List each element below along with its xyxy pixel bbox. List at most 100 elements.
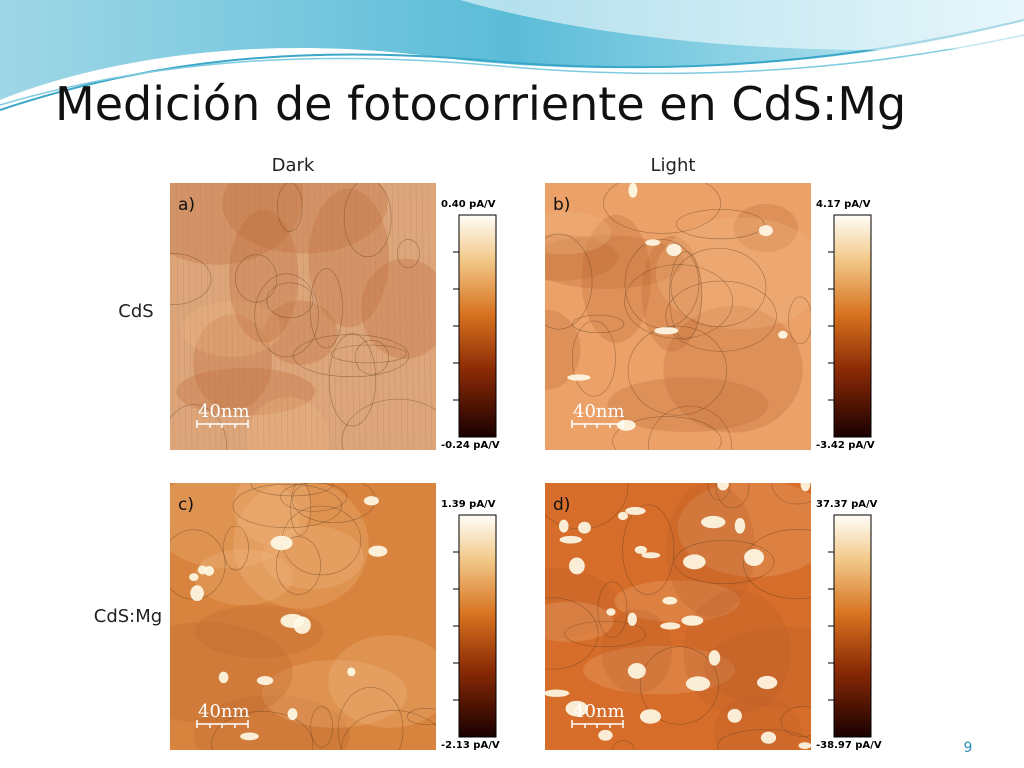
contour [622,504,675,595]
contour [396,239,420,269]
afm-image [545,483,811,750]
bright-spot [701,515,726,529]
bright-spot [565,700,589,717]
stripe [391,183,397,450]
stripe [235,183,241,450]
contour [277,183,303,232]
panel-label: c) [178,495,194,515]
image-base [170,183,436,450]
colorbar-min: -3.42 pA/V [816,440,875,451]
stripe [301,183,307,450]
contour [232,483,343,529]
stripe [331,183,337,450]
stripe [247,183,253,450]
bright-spot [569,557,585,575]
panel-label: a) [178,195,195,215]
contour [717,729,811,750]
stripe [217,183,223,450]
bright-spot [240,732,259,741]
contour [572,314,625,334]
shade [193,694,350,750]
shade [703,626,811,709]
stripe [283,183,289,450]
contour [676,209,765,240]
shade [545,601,614,642]
shade [221,183,388,254]
contour [647,405,733,450]
panels: a) 40nm 0.40 pA/V -0.24 pA/V b) 40nm 4.17 pA/V… [170,183,882,751]
bright-spot [639,709,662,724]
bright-spot [634,545,648,554]
contour [254,273,319,358]
contour [223,525,249,571]
contour [715,483,750,509]
bright-spot [218,671,229,684]
contour [310,706,333,748]
bright-spot [683,554,706,570]
stripe [170,183,175,450]
afm-panel: d) 40nm 37.37 pA/V -38.97 pA/V [545,483,882,751]
stripe [295,183,301,450]
stripe [373,183,379,450]
stripe [313,183,319,450]
contour [354,340,389,375]
contour [545,597,599,670]
bright-spot [204,565,215,576]
bright-spot [558,519,569,533]
afm-panel: a) 40nm 0.40 pA/V -0.24 pA/V [170,183,500,451]
stripe [277,183,283,450]
shade [170,621,293,723]
contour [406,708,436,725]
colorbar-max: 1.39 pA/V [441,499,496,510]
bright-spot [744,548,765,567]
bright-spot [280,613,305,628]
stripe [223,183,229,450]
shade [182,301,282,357]
contour [170,253,212,306]
page-number: 9 [964,740,973,756]
stripe [319,183,325,450]
contour [788,296,811,345]
afm-image [170,483,436,750]
bright-spot [645,239,661,246]
contour [235,254,278,303]
shade [655,217,811,330]
shade [607,377,769,433]
stripe [415,183,421,450]
shade [194,549,293,606]
stripe [427,183,433,450]
contour [170,404,227,450]
bright-spot [578,521,591,534]
afm-image [545,183,811,450]
colorbar [833,214,872,438]
scale-bar [196,720,249,728]
shade [262,660,408,728]
shade [308,188,389,328]
colorbar-max: 0.40 pA/V [441,199,496,210]
contour [674,540,775,584]
bright-spot [756,675,778,690]
bright-spot [778,330,788,339]
scale-label: 40nm [198,701,250,722]
stripe [367,183,373,450]
bright-spot [727,708,742,723]
shade [581,214,651,344]
contour [624,264,734,339]
scale-bar [196,420,249,428]
shade [545,211,612,255]
contour [771,483,811,505]
bright-spot [708,650,721,666]
bright-spot [190,585,204,602]
contour [603,183,722,234]
bright-spot [617,511,628,521]
stripe [241,183,247,450]
bright-spot [256,676,274,686]
row-label: CdS:Mg [94,606,162,627]
row-label: CdS [118,301,153,322]
panel-label: b) [553,195,570,215]
column-label: Dark [272,155,315,176]
scale-label: 40nm [198,401,250,422]
stripe [271,183,277,450]
bright-spot [681,615,704,626]
stripe [253,183,259,450]
